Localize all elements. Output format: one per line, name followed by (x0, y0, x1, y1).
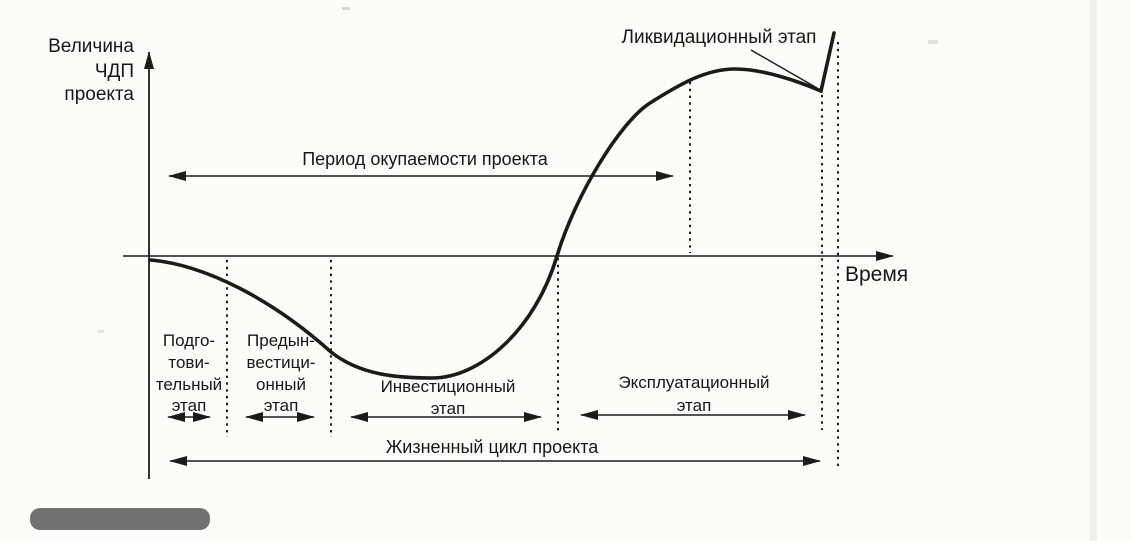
x-axis-label: Время (845, 263, 908, 286)
scan-smudge (30, 508, 210, 530)
measurement-arrows (167, 171, 821, 466)
y-axis-label-line2: ЧДП (95, 61, 134, 82)
stage-labels: Подго- тови- тельный этап Предын- вестиц… (156, 331, 770, 418)
stage-1-line3: тельный (156, 375, 222, 394)
annotation-labels: Период окупаемости проекта Ликвидационны… (302, 27, 816, 457)
stage-2-label: Предын- вестици- онный этап (247, 331, 316, 415)
stage-2-line1: Предын- (247, 331, 315, 350)
ncf-curve (149, 31, 836, 380)
axis-labels: Величина ЧДП проекта Время (48, 36, 908, 286)
scan-speck (98, 330, 104, 333)
stage-1-line4: этап (172, 396, 207, 415)
stage-4-line2: этап (677, 396, 712, 415)
scan-speck (928, 40, 938, 44)
stage-1-label: Подго- тови- тельный этап (156, 331, 222, 415)
y-axis-label-line1: Величина (48, 36, 134, 57)
stage-2-line3: онный (256, 375, 306, 394)
stage-3-line1: Инвестиционный (381, 377, 516, 396)
scan-speck (342, 7, 350, 10)
stage-1-line1: Подго- (163, 331, 215, 350)
y-axis-label-line3: проекта (64, 84, 134, 105)
stage-4-label: Эксплуатационный этап (618, 373, 769, 415)
stage-2-line2: вестици- (247, 353, 316, 372)
liquidation-callout-line (750, 49, 818, 89)
life-cycle-label: Жизненный цикл проекта (386, 437, 600, 457)
scan-artifacts (30, 0, 1097, 541)
scan-edge-strip (1090, 0, 1097, 541)
stage-3-label: Инвестиционный этап (381, 377, 516, 418)
payback-period-label: Период окупаемости проекта (302, 149, 549, 169)
axes (123, 51, 894, 479)
stage-4-line1: Эксплуатационный (618, 373, 769, 392)
stage-2-line4: этап (264, 396, 299, 415)
stage-1-line2: тови- (168, 353, 209, 372)
stage-3-line2: этап (431, 399, 466, 418)
stage-boundary-dotted-lines (226, 42, 839, 467)
liquidation-stage-label: Ликвидационный этап (622, 27, 817, 48)
